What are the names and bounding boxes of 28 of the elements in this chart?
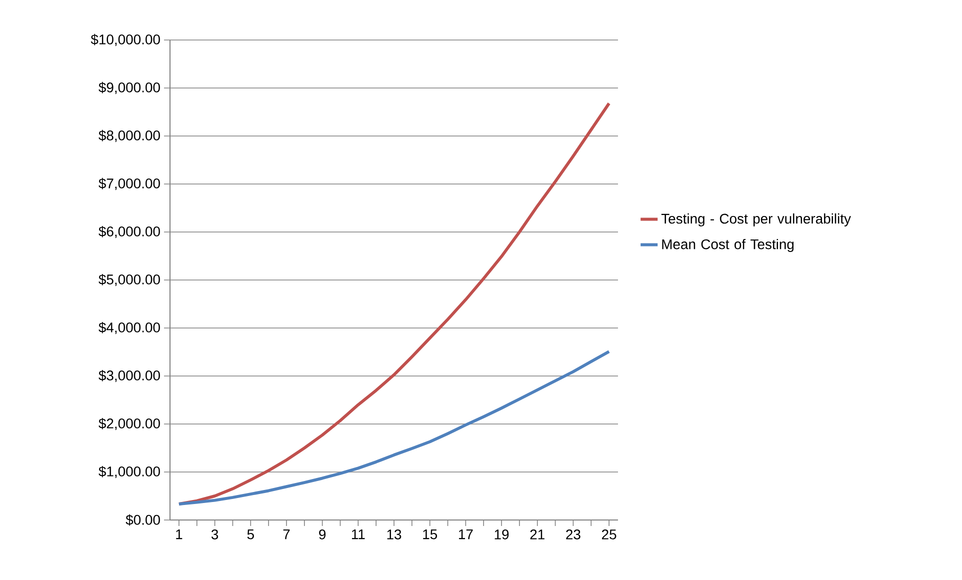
x-tick-label: 15 [423, 530, 438, 540]
y-tick-label: $6,000.00 [98, 226, 160, 238]
legend-label: Mean Cost of Testing [662, 238, 794, 252]
x-tick-label: 3 [211, 529, 218, 540]
y-tick-label: $3,000.00 [98, 370, 160, 382]
y-tick-label: $1,000.00 [98, 466, 160, 478]
x-tick-label: 19 [494, 529, 509, 540]
y-tick-label: $5,000.00 [98, 274, 160, 286]
y-tick-label: $2,000.00 [98, 418, 160, 430]
x-tick-label: 13 [387, 529, 402, 540]
x-tick-label: 25 [602, 529, 616, 540]
x-tick-label: 17 [458, 530, 473, 540]
x-tick-label: 5 [247, 530, 254, 540]
y-tick-label: $8,000.00 [98, 130, 160, 142]
x-tick-label: 23 [566, 529, 580, 540]
legend-label: Testing - Cost per vulnerability [661, 213, 851, 226]
y-tick-label: $0.00 [126, 514, 160, 526]
x-tick-label: 11 [352, 530, 365, 540]
x-tick-label: 7 [283, 530, 290, 540]
line-series [177, 350, 611, 506]
y-tick-label: $4,000.00 [98, 322, 160, 334]
x-tick-label: 1 [176, 530, 182, 540]
y-tick-label: $9,000.00 [98, 82, 160, 94]
line-series [177, 102, 611, 506]
y-tick-label: $7,000.00 [98, 178, 160, 190]
x-tick-label: 21 [530, 529, 544, 540]
y-tick-label: $10,000.00 [90, 34, 160, 46]
x-tick-label: 9 [319, 529, 326, 540]
